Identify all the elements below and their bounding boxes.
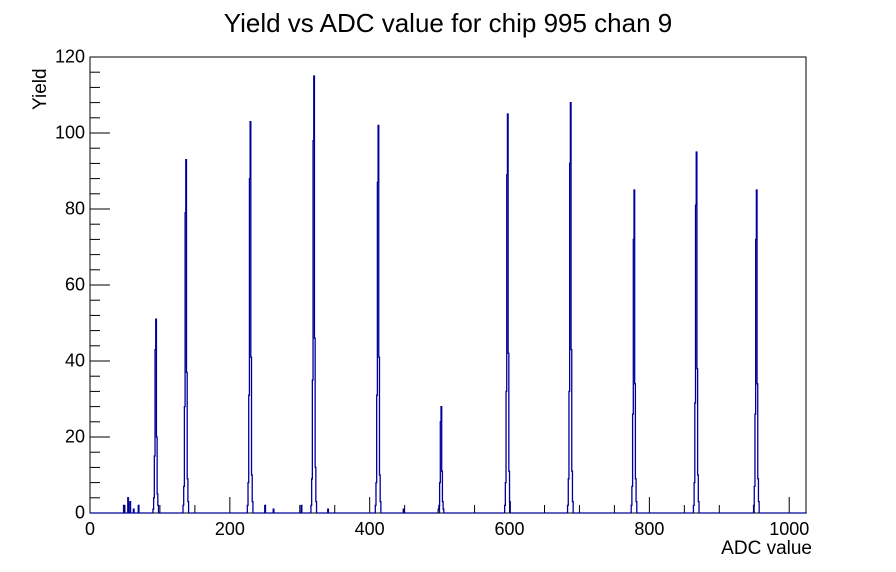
chart-title: Yield vs ADC value for chip 995 chan 9 (223, 8, 673, 38)
y-tick-label-0: 0 (74, 502, 85, 523)
y-tick-label-40: 40 (64, 350, 85, 371)
x-axis-title: ADC value (721, 538, 812, 559)
y-axis-title: Yield (30, 68, 51, 110)
x-tick-label-1000: 1000 (769, 519, 810, 539)
x-tick-label-0: 0 (84, 519, 96, 539)
y-tick-label-60: 60 (64, 274, 85, 295)
plot-frame (89, 56, 807, 514)
y-tick-label-120: 120 (54, 46, 85, 67)
x-tick-label-400: 400 (354, 519, 385, 539)
y-tick-label-80: 80 (64, 198, 85, 219)
y-tick-label-20: 20 (64, 426, 85, 447)
y-tick-label-100: 100 (54, 122, 85, 143)
x-tick-label-800: 800 (634, 519, 665, 539)
x-tick-label-200: 200 (214, 519, 245, 539)
x-tick-label-600: 600 (494, 519, 525, 539)
histogram-line (90, 75, 807, 514)
